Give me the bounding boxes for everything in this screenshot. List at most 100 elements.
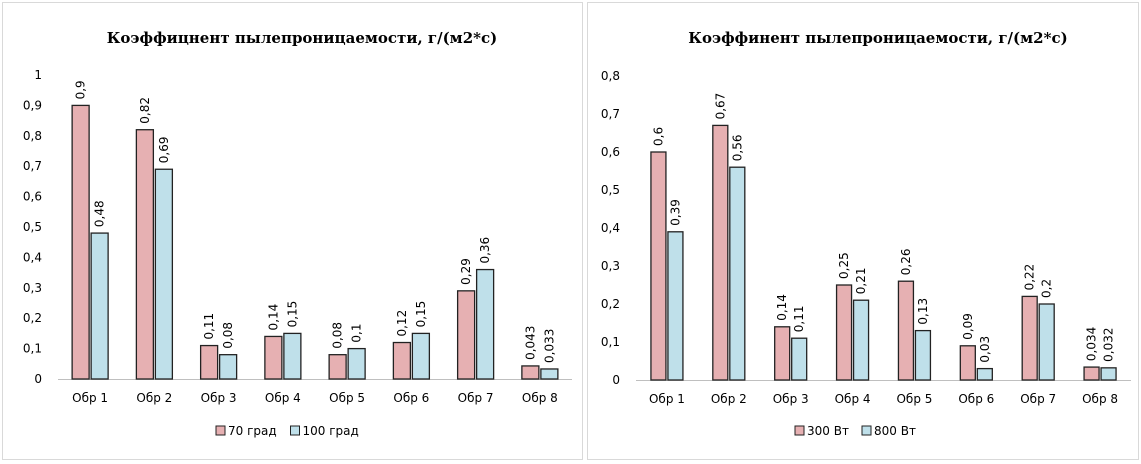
data-label: 0,15: [414, 301, 428, 328]
y-tick-label: 0,3: [23, 281, 42, 295]
x-tick-label: Обр 5: [329, 391, 365, 405]
data-label: 0,08: [221, 322, 235, 349]
chart-left: Коэффицнент пылепроницаемости, г/(м2*с) …: [23, 29, 572, 438]
bar-s2: [852, 299, 870, 381]
x-tick-label: Обр 6: [958, 392, 994, 406]
data-label: 0,69: [157, 137, 171, 164]
y-tick-label: 0,8: [601, 69, 620, 83]
data-label: 0,36: [478, 237, 492, 264]
data-label: 0,11: [792, 305, 806, 332]
y-tick-label: 0: [34, 372, 42, 386]
x-tick-label: Обр 3: [773, 392, 809, 406]
bar-s1: [264, 335, 283, 380]
data-label: 0,032: [1102, 327, 1116, 361]
data-label: 0,22: [1023, 264, 1037, 291]
data-label: 0,26: [899, 248, 913, 275]
y-tick-label: 0,7: [601, 107, 620, 121]
bar-s2: [1038, 303, 1055, 381]
bar-s1: [1021, 295, 1038, 381]
bar-s1: [199, 344, 219, 380]
y-tick-label: 0,4: [601, 221, 620, 235]
bar-s1: [328, 354, 347, 380]
legend-label: 100 град: [303, 424, 359, 438]
data-label: 0,1: [350, 324, 364, 343]
bar-s1: [456, 290, 476, 380]
y-tick-label: 1: [34, 68, 42, 82]
x-tick-label: Обр 8: [522, 391, 558, 405]
data-label: 0,12: [395, 310, 409, 337]
bar-s2: [154, 168, 174, 380]
bar-s2: [90, 232, 109, 380]
bar-s2: [283, 332, 302, 380]
bar-s1: [392, 341, 412, 380]
y-tick-label: 0,7: [23, 159, 42, 173]
data-label: 0,03: [978, 336, 992, 363]
x-tick-label: Обр 5: [896, 392, 932, 406]
legend-swatch: [861, 425, 872, 436]
y-tick-label: 0,8: [23, 129, 42, 143]
bar-s1: [1083, 366, 1100, 381]
data-label: 0,14: [775, 294, 789, 321]
data-label: 0,033: [542, 329, 556, 363]
bar-s2: [347, 347, 366, 380]
bar-s1: [521, 365, 540, 380]
bar-s2: [1100, 367, 1117, 381]
data-label: 0,21: [854, 267, 868, 294]
bar-s1: [897, 280, 915, 381]
bar-s2: [475, 268, 495, 380]
data-label: 0,67: [713, 93, 727, 120]
legend-swatch: [290, 425, 300, 436]
chart-panel-right: Коэффинент пылепроницаемости, г/(м2*с) 0…: [587, 2, 1139, 460]
y-tick-label: 0,1: [601, 335, 620, 349]
legend-swatch: [215, 425, 226, 436]
chart-panel-left: Коэффицнент пылепроницаемости, г/(м2*с) …: [2, 2, 583, 460]
bar-s1: [835, 284, 853, 381]
data-label: 0,2: [1040, 279, 1054, 298]
y-tick-label: 0,3: [601, 259, 620, 273]
data-label: 0,11: [202, 313, 216, 340]
data-label: 0,13: [916, 298, 930, 325]
y-tick-label: 0,9: [23, 98, 42, 112]
data-label: 0,39: [668, 199, 682, 226]
data-label: 0,9: [74, 80, 88, 99]
data-label: 0,6: [651, 127, 665, 146]
bar-s1: [712, 124, 729, 381]
x-tick-label: Обр 6: [393, 391, 429, 405]
bar-s2: [411, 332, 431, 380]
bar-s2: [976, 367, 993, 381]
chart-right: Коэффинент пылепроницаемости, г/(м2*с) 0…: [601, 29, 1131, 438]
bar-s1: [71, 104, 90, 380]
y-tick-label: 0,6: [601, 145, 620, 159]
y-tick-label: 0,2: [601, 297, 620, 311]
x-tick-label: Обр 4: [835, 392, 871, 406]
bar-s2: [540, 368, 559, 380]
data-label: 0,14: [266, 304, 280, 331]
legend-label: 300 Вт: [807, 424, 849, 438]
y-tick-label: 0,2: [23, 311, 42, 325]
bar-s1: [135, 129, 155, 380]
x-tick-label: Обр 1: [72, 391, 108, 405]
legend-label: 70 град: [228, 424, 277, 438]
data-label: 0,15: [285, 301, 299, 328]
legend-swatch: [794, 425, 805, 436]
bar-s1: [959, 345, 976, 381]
chart-title: Коэффинент пылепроницаемости, г/(м2*с): [688, 29, 1067, 47]
x-tick-label: Обр 8: [1082, 392, 1118, 406]
x-tick-label: Обр 7: [458, 391, 494, 405]
bar-s1: [774, 326, 791, 381]
y-tick-label: 0,5: [601, 183, 620, 197]
y-tick-label: 0: [612, 373, 620, 387]
data-label: 0,25: [837, 252, 851, 279]
bar-s1: [650, 151, 667, 381]
bar-s2: [914, 329, 932, 381]
y-tick-label: 0,4: [23, 250, 42, 264]
legend-label: 800 Вт: [874, 424, 916, 438]
x-tick-label: Обр 3: [201, 391, 237, 405]
x-tick-label: Обр 2: [136, 391, 172, 405]
y-tick-label: 0,1: [23, 342, 42, 356]
data-label: 0,56: [730, 134, 744, 161]
data-label: 0,08: [331, 322, 345, 349]
bar-s2: [791, 337, 808, 381]
x-tick-label: Обр 7: [1020, 392, 1056, 406]
x-tick-label: Обр 4: [265, 391, 301, 405]
